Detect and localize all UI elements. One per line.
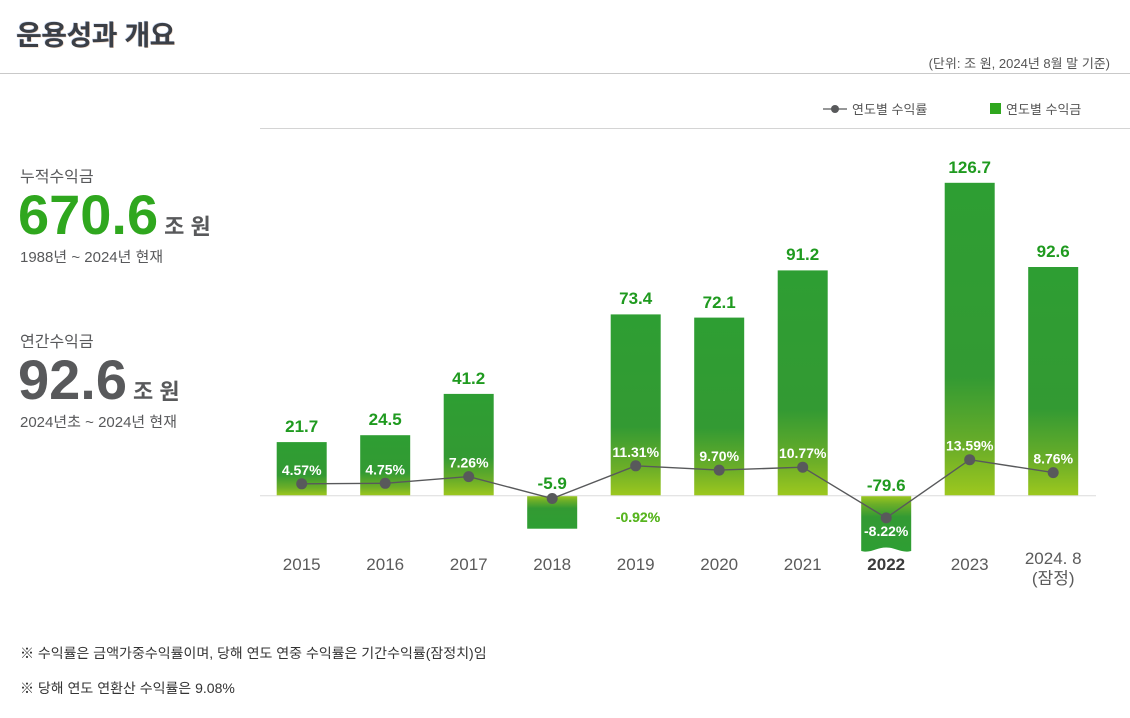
svg-text:126.7: 126.7 <box>948 158 991 177</box>
svg-text:11.31%: 11.31% <box>612 444 659 460</box>
svg-text:72.1: 72.1 <box>703 293 736 312</box>
svg-text:2023: 2023 <box>951 555 989 574</box>
svg-text:2018: 2018 <box>533 555 571 574</box>
svg-text:2017: 2017 <box>450 555 488 574</box>
svg-text:2024. 8: 2024. 8 <box>1025 549 1082 568</box>
svg-text:21.7: 21.7 <box>285 417 318 436</box>
svg-text:92.6: 92.6 <box>1037 242 1070 261</box>
svg-text:8.76%: 8.76% <box>1033 451 1073 467</box>
svg-text:2022: 2022 <box>867 555 905 574</box>
svg-text:10.77%: 10.77% <box>779 445 827 461</box>
svg-text:24.5: 24.5 <box>369 410 402 429</box>
svg-text:2015: 2015 <box>283 555 321 574</box>
svg-text:-0.92%: -0.92% <box>616 509 661 525</box>
svg-text:-79.6: -79.6 <box>867 476 906 495</box>
svg-text:4.75%: 4.75% <box>365 461 405 477</box>
svg-text:2019: 2019 <box>617 555 655 574</box>
svg-text:7.26%: 7.26% <box>449 455 489 471</box>
svg-text:9.70%: 9.70% <box>699 448 739 464</box>
svg-text:2020: 2020 <box>700 555 738 574</box>
svg-text:(잠정): (잠정) <box>1032 569 1075 588</box>
svg-text:4.57%: 4.57% <box>282 462 322 478</box>
svg-text:13.59%: 13.59% <box>946 438 994 454</box>
svg-text:-8.22%: -8.22% <box>864 523 909 539</box>
svg-text:91.2: 91.2 <box>786 245 819 264</box>
svg-text:73.4: 73.4 <box>619 289 653 308</box>
svg-text:2016: 2016 <box>366 555 404 574</box>
svg-text:-5.9: -5.9 <box>538 474 567 493</box>
svg-text:-0.92%: -0.92% <box>616 509 661 525</box>
svg-text:2021: 2021 <box>784 555 822 574</box>
svg-text:41.2: 41.2 <box>452 369 485 388</box>
